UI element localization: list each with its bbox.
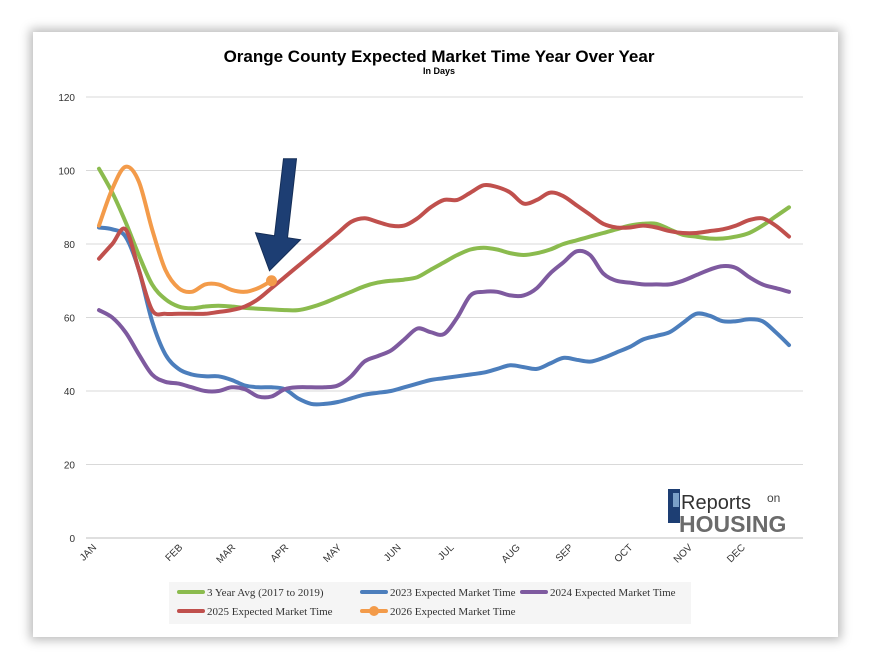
logo-line1-suffix: on xyxy=(767,491,780,505)
x-tick-label: FEB xyxy=(164,542,186,564)
y-tick-label: 20 xyxy=(64,461,76,472)
x-tick-label: JAN xyxy=(78,542,99,563)
x-tick-label: SEP xyxy=(554,542,576,564)
y-tick-label: 60 xyxy=(64,314,76,325)
series-line-1 xyxy=(97,225,791,407)
arrow-annotation-icon xyxy=(254,158,302,272)
legend-label: 2026 Expected Market Time xyxy=(390,606,516,618)
legend-label: 2025 Expected Market Time xyxy=(207,606,333,618)
legend-label: 2024 Expected Market Time xyxy=(550,587,676,599)
series-line-2 xyxy=(97,248,791,400)
line-chart: Orange County Expected Market Time Year … xyxy=(58,47,803,624)
legend-label: 2023 Expected Market Time xyxy=(390,587,516,599)
x-tick-label: DEC xyxy=(725,542,748,565)
gridlines xyxy=(86,96,803,539)
annotations xyxy=(254,158,302,272)
y-axis-ticks: 0 20 40 60 80 100 120 xyxy=(58,93,75,545)
chart-subtitle: In Days xyxy=(423,66,455,76)
logo-line1: Reports xyxy=(681,492,751,514)
chart-frame: Orange County Expected Market Time Year … xyxy=(33,32,838,637)
x-tick-label: MAR xyxy=(215,542,239,566)
y-tick-label: 100 xyxy=(58,167,75,178)
series-line-3 xyxy=(97,182,791,317)
legend-swatch-marker xyxy=(369,606,379,616)
y-tick-label: 120 xyxy=(58,93,75,104)
legend-label: 3 Year Avg (2017 to 2019) xyxy=(207,587,324,599)
x-tick-label: MAY xyxy=(321,542,344,565)
reports-on-housing-logo: Reports on HOUSING xyxy=(668,489,786,537)
legend-background xyxy=(169,582,691,624)
x-tick-label: AUG xyxy=(500,542,523,565)
y-tick-label: 0 xyxy=(69,534,75,545)
legend: 3 Year Avg (2017 to 2019) 2023 Expected M… xyxy=(169,582,691,624)
x-tick-label: JUN xyxy=(382,542,404,564)
series-2026-endpoint xyxy=(266,275,277,287)
y-tick-label: 80 xyxy=(64,240,76,251)
x-axis-ticks: JAN FEB MAR APR MAY JUN JUL AUG SEP OCT NOV DEC xyxy=(78,542,748,566)
y-tick-label: 40 xyxy=(64,387,76,398)
series-lines xyxy=(97,164,791,407)
x-tick-label: NOV xyxy=(672,542,695,565)
series-line-0 xyxy=(97,166,791,313)
series-line-4 xyxy=(97,164,274,294)
x-tick-label: OCT xyxy=(613,542,636,565)
logo-line2: HOUSING xyxy=(679,511,786,537)
chart-title: Orange County Expected Market Time Year … xyxy=(224,47,655,66)
x-tick-label: JUL xyxy=(436,542,457,563)
x-tick-label: APR xyxy=(269,542,291,564)
logo-mark-inner-icon xyxy=(673,493,679,507)
